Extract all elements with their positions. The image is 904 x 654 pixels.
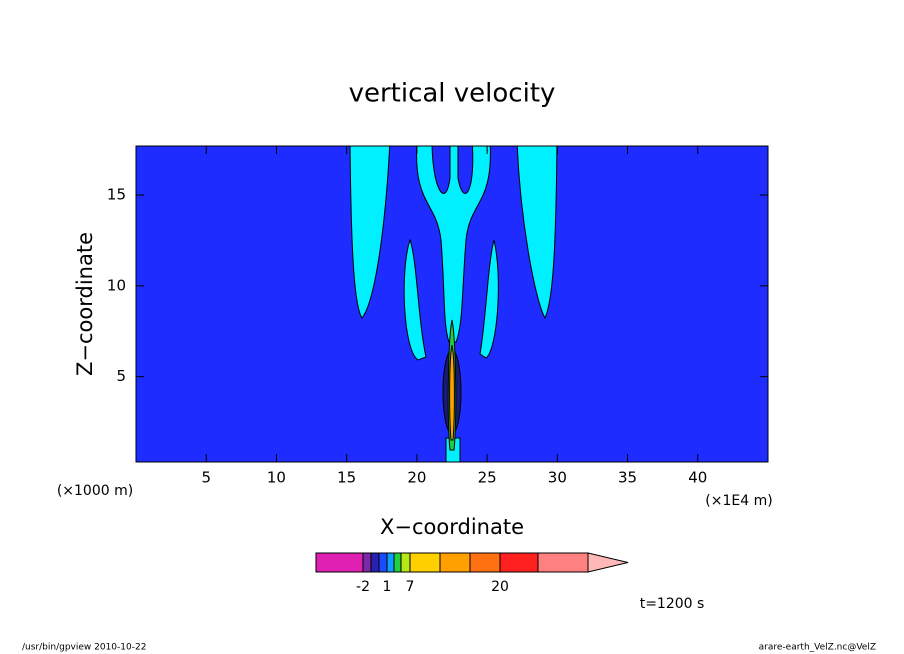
x-tick-label: 5	[201, 469, 211, 487]
chart-title: vertical velocity	[349, 79, 556, 109]
colorbar-segment	[370, 552, 380, 573]
contour-region	[449, 344, 455, 441]
colorbar-segment	[393, 552, 402, 573]
x-tick-label: 35	[618, 469, 637, 487]
colorbar-tick-label: 20	[491, 579, 509, 595]
x-scale-note: (×1E4 m)	[705, 493, 772, 509]
colorbar-extension	[587, 552, 629, 573]
colorbar-tick-label: 1	[383, 579, 392, 595]
x-tick-label: 15	[337, 469, 356, 487]
y-tick-label: 5	[116, 367, 126, 385]
plot-frame	[135, 145, 769, 463]
colorbar-segment	[386, 552, 395, 573]
colorbar-segment	[469, 552, 501, 573]
colorbar-segment	[378, 552, 388, 573]
colorbar-tick-label: 7	[406, 579, 415, 595]
colorbar-segment	[439, 552, 471, 573]
colorbar-segment	[362, 552, 372, 573]
contour-region	[403, 238, 427, 361]
contour-region	[349, 146, 391, 319]
contour-region	[416, 146, 491, 343]
footer-right: arare-earth_VelZ.nc@VelZ	[759, 643, 876, 653]
colorbar-segment	[315, 552, 364, 573]
annotation: t=1200 s	[640, 596, 705, 612]
colorbar-tick-label: -2	[356, 579, 370, 595]
x-tick-label: 25	[478, 469, 497, 487]
colorbar-segment	[409, 552, 441, 573]
contour-field	[136, 146, 768, 462]
y-axis-label: Z−coordinate	[73, 232, 97, 376]
x-axis-label: X−coordinate	[380, 515, 524, 539]
y-tick-label: 15	[107, 186, 126, 204]
x-tick-label: 40	[688, 469, 707, 487]
colorbar-segment	[400, 552, 411, 573]
contour-region	[516, 146, 558, 320]
contour-region	[479, 239, 499, 359]
y-tick-label: 10	[107, 276, 126, 294]
x-tick-label: 20	[407, 469, 426, 487]
footer-left: /usr/bin/gpview 2010-10-22	[22, 643, 146, 653]
x-tick-label: 30	[548, 469, 567, 487]
x-unit: (×1000 m)	[57, 483, 133, 499]
colorbar-segment	[537, 552, 589, 573]
x-tick-label: 10	[267, 469, 286, 487]
colorbar-segment	[499, 552, 539, 573]
